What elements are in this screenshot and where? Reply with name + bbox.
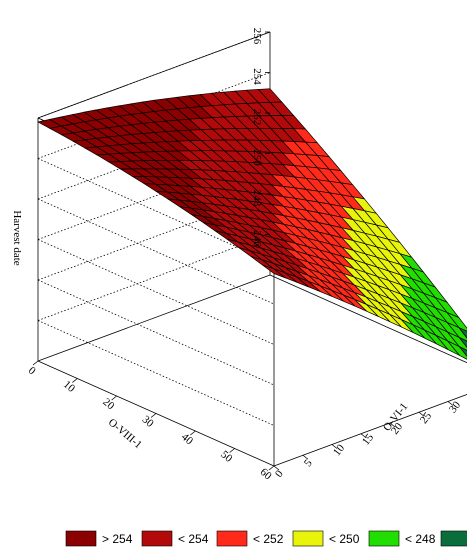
y-tick-mark — [389, 422, 396, 428]
legend-label: < 252 — [253, 532, 284, 546]
legend-swatch — [368, 530, 400, 547]
z-gridline — [37, 239, 275, 345]
x-tick-mark — [268, 465, 275, 471]
legend-label: < 248 — [405, 532, 436, 546]
box-edge — [273, 394, 467, 467]
x-tick-label: 50 — [218, 449, 235, 466]
z-tick-label: 248 — [251, 190, 263, 207]
legend-label: > 254 — [102, 532, 133, 546]
z-gridline — [37, 198, 275, 305]
legend-swatch — [440, 530, 467, 547]
z-gridline — [37, 320, 275, 426]
legend: > 254< 254< 252< 250< 248< 246 — [65, 530, 467, 547]
z-gridline — [37, 193, 271, 281]
legend-swatch — [216, 530, 248, 547]
x-tick-label: 0 — [26, 365, 38, 378]
x-tick-label: 20 — [100, 396, 117, 413]
response-surface — [37, 88, 467, 360]
surface-cell — [447, 322, 467, 342]
box-edge — [37, 274, 271, 362]
x-tick-mark — [150, 413, 157, 418]
z-axis-label: Harvest date — [11, 210, 23, 265]
legend-swatch — [292, 530, 324, 547]
x-axis-label: O-VIII-1 — [106, 416, 144, 451]
surface-cell — [446, 311, 467, 332]
y-tick-mark — [273, 465, 280, 471]
z-gridline — [37, 158, 275, 264]
x-tick-mark — [32, 360, 39, 366]
surface-cell — [447, 331, 467, 351]
z-tick-label: 256 — [251, 28, 263, 45]
z-tick-label: 250 — [251, 149, 263, 166]
z-gridline — [37, 279, 275, 386]
z-gridline — [37, 31, 271, 119]
z-tick-label: 252 — [251, 109, 263, 126]
y-tick-mark — [447, 401, 454, 406]
x-tick-mark — [111, 395, 117, 401]
x-tick-label: 10 — [61, 379, 78, 396]
legend-swatch — [141, 530, 173, 547]
x-tick-label: 60 — [258, 466, 275, 483]
surface-cell — [447, 340, 467, 360]
x-tick-mark — [72, 378, 78, 383]
z-gridline — [37, 234, 271, 321]
x-tick-label: 30 — [140, 414, 157, 431]
x-tick-mark — [190, 430, 196, 436]
y-tick-mark — [418, 411, 425, 417]
y-tick-label: 0 — [273, 468, 286, 480]
surface-cell — [459, 346, 467, 357]
z-tick-label: 254 — [251, 68, 263, 85]
legend-swatch — [65, 530, 97, 547]
y-tick-label: 5 — [302, 457, 315, 469]
z-gridline — [37, 153, 271, 240]
y-tick-mark — [360, 433, 367, 439]
legend-label: < 250 — [329, 532, 360, 546]
z-tick-label: 246 — [251, 230, 263, 247]
x-tick-label: 40 — [179, 431, 196, 448]
x-tick-mark — [229, 448, 235, 453]
y-tick-label: 15 — [360, 431, 377, 447]
legend-label: < 254 — [178, 532, 209, 546]
y-tick-label: 25 — [418, 410, 435, 426]
y-tick-mark — [331, 444, 338, 449]
y-tick-mark — [302, 454, 309, 460]
